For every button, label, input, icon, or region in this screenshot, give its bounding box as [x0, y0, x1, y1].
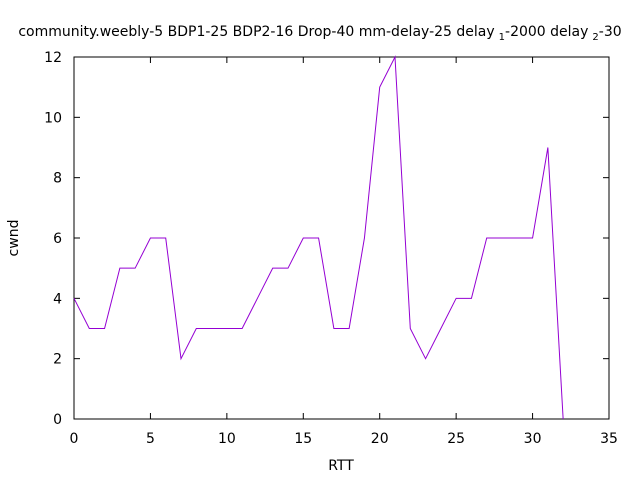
cwnd-series-line	[73, 55, 564, 420]
title-sub1: 1	[499, 32, 505, 43]
y-axis: 0 2 4 6 8 10 12	[44, 50, 609, 428]
y-tick-label: 8	[53, 171, 62, 187]
y-tick-label: 2	[53, 352, 62, 368]
x-tick-label: 35	[600, 431, 618, 447]
y-tick-label: 10	[44, 110, 62, 126]
y-axis-title: cwnd	[6, 220, 22, 257]
x-axis: 0 5 10 15 20 25 30 35	[70, 57, 618, 447]
y-tick-label: 0	[53, 412, 62, 428]
y-tick-label: 12	[44, 50, 62, 66]
x-axis-title: RTT	[328, 458, 354, 474]
y-tick-label: 4	[53, 291, 62, 307]
title-main: community.weebly-5 BDP1-25 BDP2-16 Drop-…	[18, 24, 494, 40]
title-mid: -2000 delay	[505, 24, 588, 40]
chart-title: community.weebly-5 BDP1-25 BDP2-16 Drop-…	[18, 24, 621, 43]
x-tick-label: 25	[447, 431, 465, 447]
x-tick-label: 30	[524, 431, 542, 447]
y-tick-label: 6	[53, 231, 62, 247]
x-tick-label: 0	[70, 431, 79, 447]
title-sub2: 2	[592, 32, 598, 43]
x-tick-label: 5	[146, 431, 155, 447]
title-tail: -30	[599, 24, 622, 40]
series-layer	[73, 55, 564, 420]
x-tick-label: 15	[294, 431, 312, 447]
x-tick-label: 10	[218, 431, 236, 447]
x-tick-label: 20	[371, 431, 389, 447]
